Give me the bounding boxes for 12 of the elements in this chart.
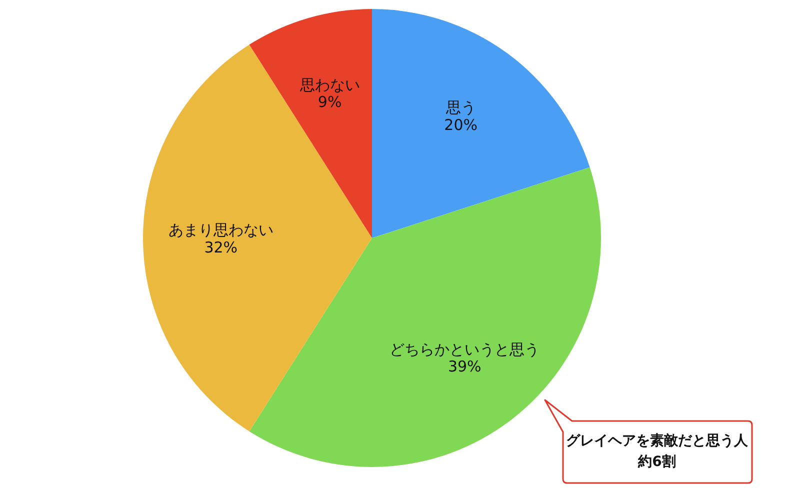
data-label: 20% [444, 116, 478, 134]
slice-label: 思わない [298, 76, 360, 94]
pie-slice [372, 9, 590, 238]
data-label: 9% [318, 93, 342, 112]
pie-slice [143, 44, 372, 432]
text: グレイヘアを素敵だと思う人 [566, 433, 749, 449]
data-label: 32% [204, 238, 238, 256]
slice-label: あまり思わない [168, 221, 274, 239]
data-label: 39% [448, 358, 482, 376]
slice-label: どちらかというと思う [390, 340, 540, 358]
slice-label: 思う [444, 98, 476, 117]
text: 約6割 [637, 453, 676, 470]
